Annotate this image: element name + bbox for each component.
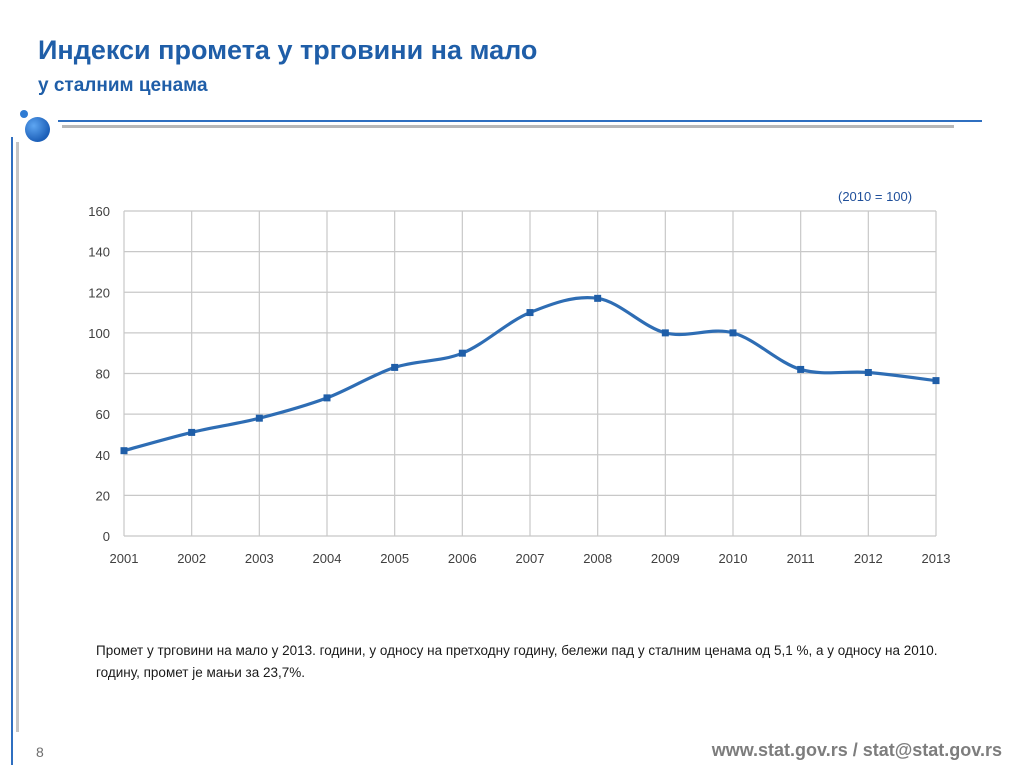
- data-point: [526, 309, 534, 317]
- x-tick-label: 2003: [245, 551, 274, 566]
- x-tick-label: 2005: [380, 551, 409, 566]
- header-rule-gray: [62, 125, 954, 128]
- header-rule-blue: [58, 120, 982, 122]
- x-tick-label: 2012: [854, 551, 883, 566]
- line-chart: 0 20 40 60 80 100 120 140 160 2001 2002 2003 2004 200…: [88, 204, 951, 566]
- data-point: [864, 368, 872, 376]
- x-tick-label: 2006: [448, 551, 477, 566]
- x-tick-label: 2011: [787, 551, 815, 566]
- data-point: [188, 428, 196, 436]
- y-tick-label: 120: [88, 285, 110, 300]
- side-rule-gray: [16, 142, 19, 732]
- data-point: [255, 414, 263, 422]
- y-tick-label: 40: [96, 448, 110, 463]
- page-subtitle: у сталним ценама: [38, 75, 208, 96]
- decor-dot-large: [25, 117, 50, 142]
- y-tick-label: 80: [96, 367, 110, 382]
- x-tick-label: 2013: [922, 551, 951, 566]
- x-tick-label: 2002: [177, 551, 206, 566]
- side-rule-blue: [11, 137, 13, 765]
- x-tick-label: 2009: [651, 551, 680, 566]
- data-point: [323, 394, 331, 402]
- data-point: [932, 377, 940, 385]
- data-point: [458, 349, 466, 357]
- data-point: [391, 363, 399, 371]
- data-point: [661, 329, 669, 337]
- y-tick-label: 20: [96, 488, 110, 503]
- y-tick-label: 140: [88, 245, 110, 260]
- page-title: Индекси промета у трговини на мало: [38, 35, 538, 65]
- chart-caption: Промет у трговини на мало у 2013. години…: [96, 643, 938, 680]
- data-point: [729, 329, 737, 337]
- decor-dot-small: [20, 110, 28, 118]
- data-point: [797, 365, 805, 373]
- y-tick-label: 0: [103, 529, 110, 544]
- y-tick-label: 160: [88, 204, 110, 219]
- x-tick-label: 2001: [110, 551, 139, 566]
- x-tick-label: 2007: [516, 551, 545, 566]
- footer-url[interactable]: www.stat.gov.rs / stat@stat.gov.rs: [711, 740, 1002, 760]
- x-tick-label: 2004: [313, 551, 342, 566]
- data-point: [594, 294, 602, 302]
- x-tick-label: 2008: [583, 551, 612, 566]
- data-point: [120, 447, 128, 455]
- y-tick-label: 100: [88, 326, 110, 341]
- chart-base-note: (2010 = 100): [838, 189, 913, 204]
- page-number: 8: [36, 744, 44, 760]
- y-tick-label: 60: [96, 407, 110, 422]
- x-tick-label: 2010: [719, 551, 748, 566]
